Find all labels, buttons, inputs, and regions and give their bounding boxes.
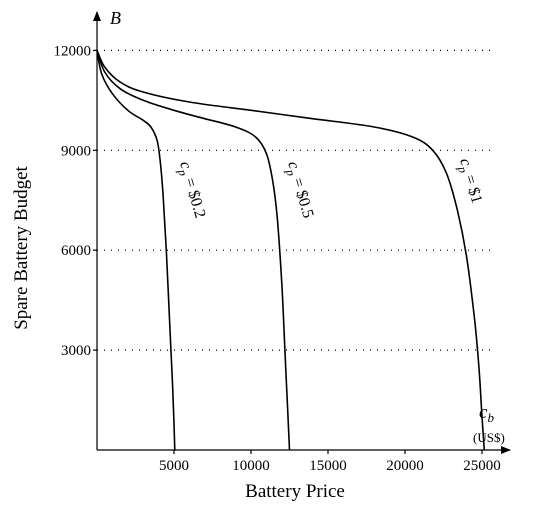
- y-axis-symbol: B: [110, 8, 121, 28]
- label-cp-0-5: cp = $0.5: [281, 159, 316, 220]
- label-cp-0-2: cp = $0.2: [173, 159, 208, 220]
- label-cp-1: cp = $1: [453, 156, 485, 206]
- gridlines: [97, 49, 492, 351]
- curve-cp-0-2: [96, 50, 176, 451]
- x-axis-unit: (US$): [473, 430, 505, 445]
- x-tick-label: 5000: [159, 458, 189, 474]
- x-tick-label: 10000: [232, 458, 270, 474]
- x-axis-symbol-sub: b: [487, 410, 494, 425]
- x-tick-label: 20000: [386, 458, 424, 474]
- y-tick-label: 6000: [61, 243, 91, 259]
- x-axis-symbol: cb: [479, 402, 494, 425]
- x-axis-title: Battery Price: [245, 481, 345, 502]
- x-tick-label: 25000: [463, 458, 501, 474]
- curves: [96, 50, 486, 451]
- y-tick-label: 9000: [61, 143, 91, 159]
- y-tick-label: 12000: [54, 43, 92, 59]
- x-axis-symbol-main: c: [479, 402, 488, 423]
- tick-labels: 3000 6000 9000 12000 5000 10000 15000 20000 2500…: [54, 43, 501, 474]
- y-axis-title: Spare Battery Budget: [11, 165, 32, 329]
- curve-cp-0-5: [96, 50, 291, 451]
- y-tick-label: 3000: [61, 343, 91, 359]
- curve-labels: cp = $0.2 cp = $0.5 cp = $1: [173, 156, 485, 220]
- curve-cp-1: [96, 50, 486, 451]
- x-tick-label: 15000: [309, 458, 347, 474]
